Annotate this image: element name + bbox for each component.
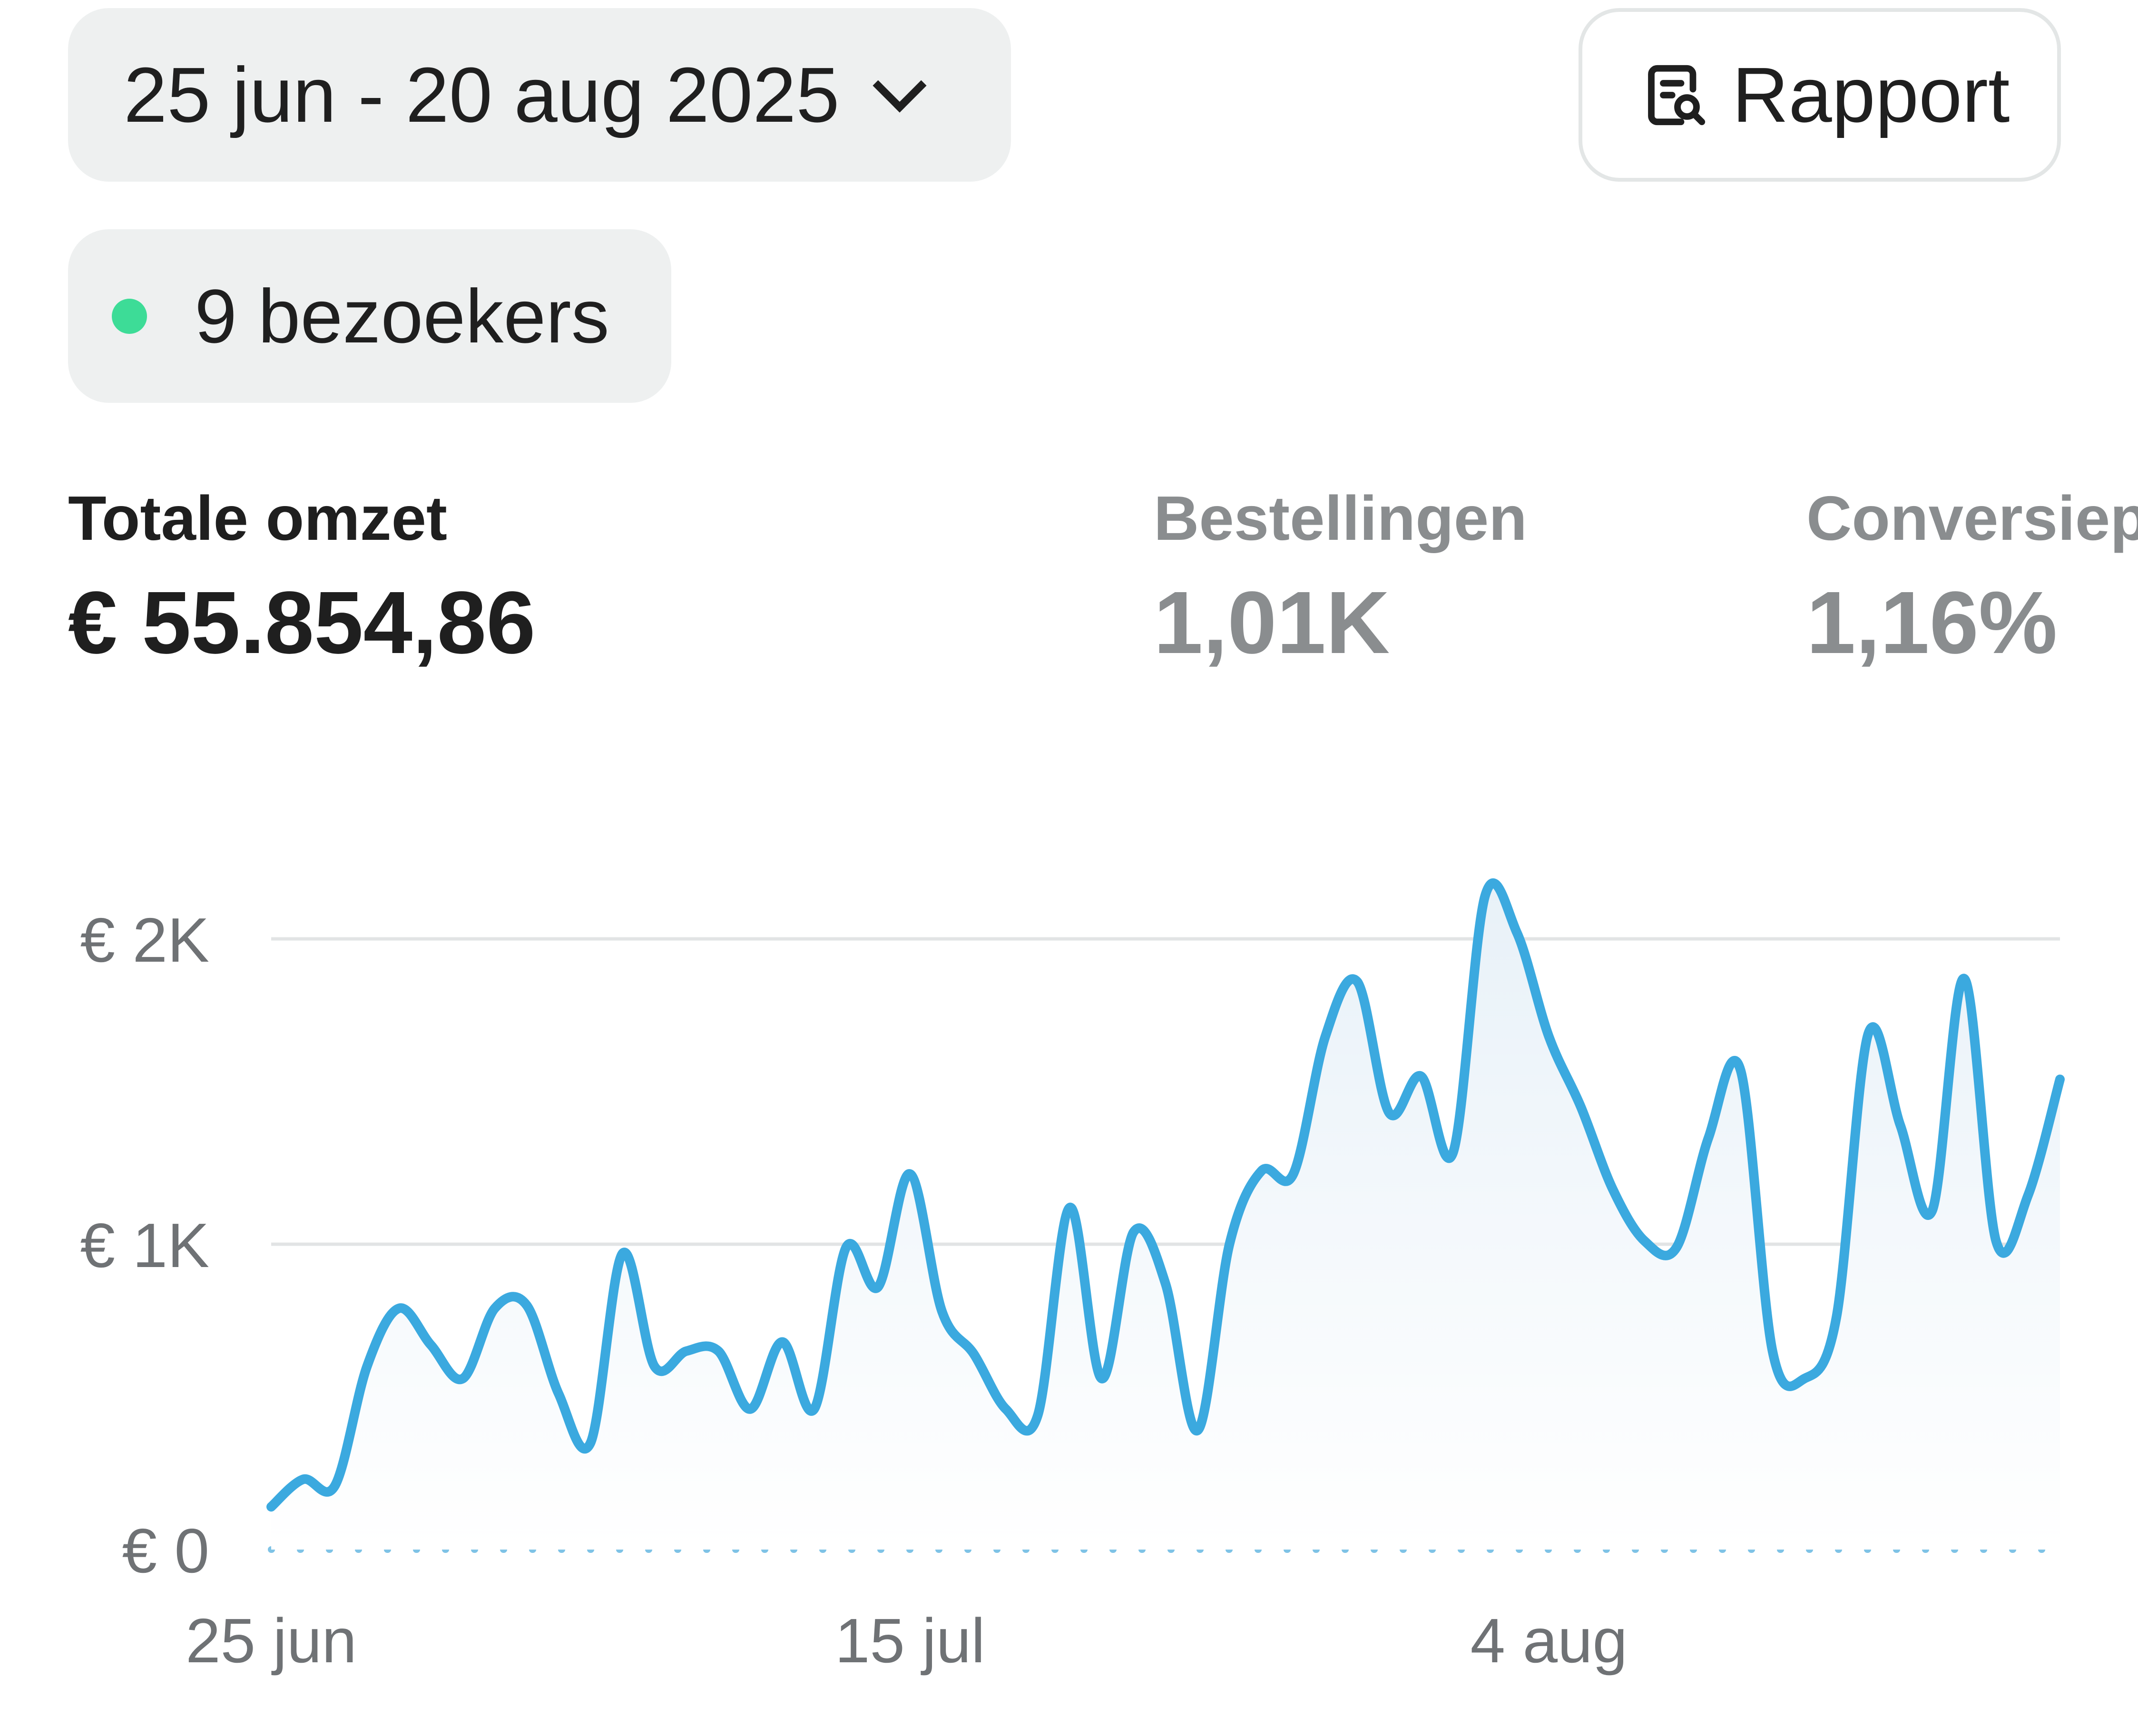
revenue-chart-svg: € 0 € 1K € 2K 25 jun 15 jul 4 aug [80,878,2065,1676]
metric-total-revenue[interactable]: Totale omzet € 55.854,86 [68,478,536,678]
metric-orders[interactable]: Bestellingen 1,01K [1154,478,1527,678]
report-button[interactable]: Rapport [1579,8,2061,182]
revenue-area [271,883,2060,1550]
metric-label: Totale omzet [68,483,447,553]
x-tick-label: 25 jun [186,1606,357,1676]
revenue-line [266,878,2065,1512]
metric-label: Conversiep [1806,483,2138,553]
metric-conversion[interactable]: Conversiep 1,16% [1806,478,2138,678]
live-visitors-badge[interactable]: 9 bezoekers [68,229,671,403]
x-tick-label: 4 aug [1471,1606,1628,1676]
report-button-label: Rapport [1732,51,2010,138]
y-tick-label: € 0 [122,1516,210,1586]
report-search-icon [1648,65,1706,125]
chevron-down-icon [873,58,927,113]
date-range-picker[interactable]: 25 jun - 20 aug 2025 [68,8,1011,182]
metric-value: 1,01K [1154,574,1390,672]
y-tick-label: € 2K [80,905,209,975]
metric-label: Bestellingen [1154,483,1527,553]
metric-value: € 55.854,86 [68,574,536,672]
metric-value: 1,16% [1806,574,2058,672]
live-visitors-label: 9 bezoekers [195,273,609,359]
live-status-dot-icon [112,298,147,334]
x-tick-label: 15 jul [835,1606,985,1676]
revenue-chart: € 0 € 1K € 2K 25 jun 15 jul 4 aug [0,856,2138,1736]
y-tick-label: € 1K [80,1210,209,1280]
date-range-label: 25 jun - 20 aug 2025 [124,51,840,138]
